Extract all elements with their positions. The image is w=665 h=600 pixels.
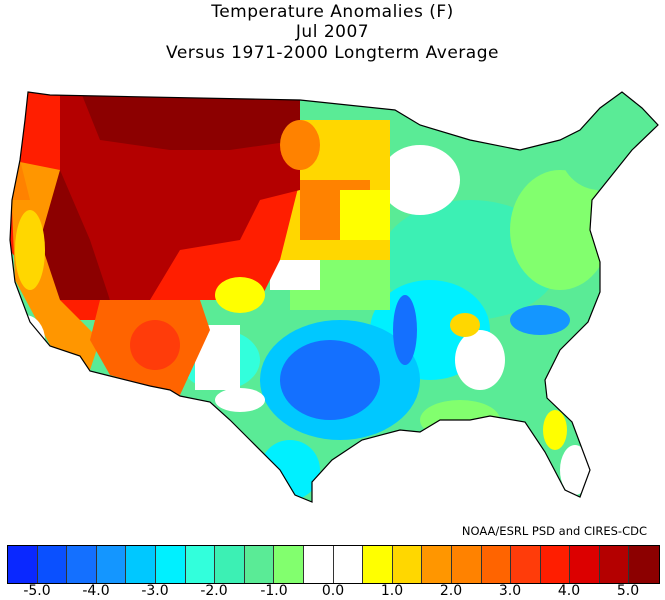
legend-color-box xyxy=(392,546,423,583)
us-climate-division-map xyxy=(9,91,659,503)
map-subtitle-month: Jul 2007 xyxy=(295,22,370,42)
data-source-credit: NOAA/ESRL PSD and CIRES-CDC xyxy=(461,524,647,538)
legend-color-box xyxy=(629,546,660,583)
legend-tick-label: 1.0 xyxy=(380,583,404,599)
legend-tick-label: -4.0 xyxy=(82,583,110,599)
legend-tick-label: -5.0 xyxy=(23,583,51,599)
map-title: Temperature Anomalies (F) xyxy=(211,2,454,22)
legend-color-box xyxy=(126,546,156,583)
legend-color-box xyxy=(155,546,186,583)
legend-color-box xyxy=(96,546,127,583)
legend-color-box xyxy=(303,546,334,583)
legend-tick-label: 4.0 xyxy=(557,583,581,599)
color-scale-legend xyxy=(7,545,661,584)
legend-color-box xyxy=(511,546,541,583)
legend-color-box xyxy=(185,546,216,583)
legend-color-box xyxy=(67,546,97,583)
legend-color-box xyxy=(570,546,600,583)
legend-tick-label: -1.0 xyxy=(260,583,288,599)
legend-tick-label: 2.0 xyxy=(439,583,463,599)
legend-color-box xyxy=(599,546,630,583)
legend-tick-label: 0.0 xyxy=(321,583,345,599)
legend-tick-label: -2.0 xyxy=(200,583,228,599)
legend-color-box xyxy=(451,546,482,583)
legend-color-box xyxy=(274,546,304,583)
legend-color-box xyxy=(422,546,452,583)
legend-tick-label: -3.0 xyxy=(141,583,169,599)
legend-color-box xyxy=(363,546,393,583)
legend-color-box xyxy=(481,546,512,583)
legend-color-box xyxy=(333,546,364,583)
legend-color-box xyxy=(8,546,38,583)
map-subtitle-baseline: Versus 1971-2000 Longterm Average xyxy=(166,43,499,63)
legend-tick-label: 5.0 xyxy=(616,583,640,599)
legend-tick-label: 3.0 xyxy=(498,583,522,599)
legend-color-box xyxy=(244,546,275,583)
legend-color-box xyxy=(37,546,68,583)
legend-color-box xyxy=(540,546,571,583)
legend-color-box xyxy=(215,546,245,583)
